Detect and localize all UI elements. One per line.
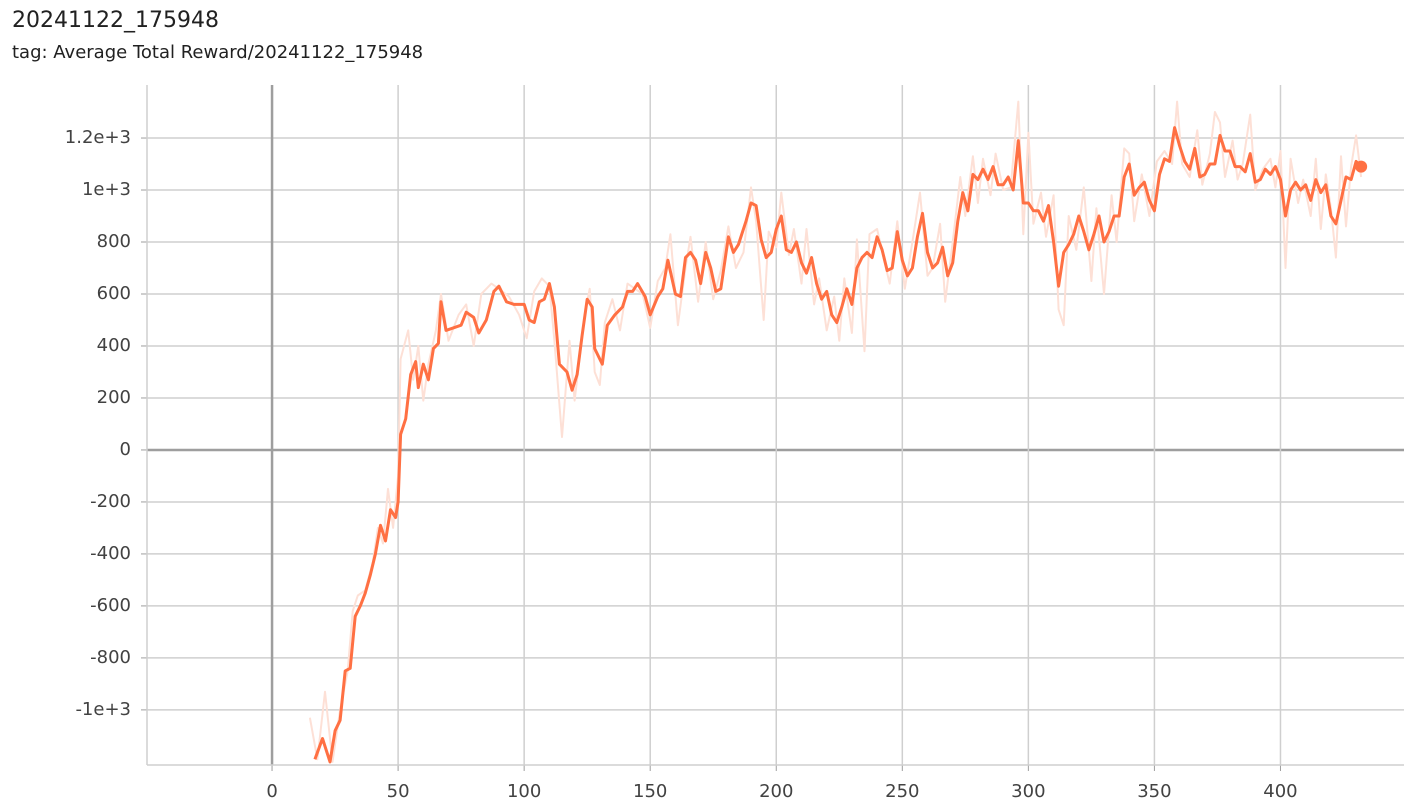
series-line [313,126,1363,764]
y-tick-label: -1e+3 [75,699,131,720]
y-tick-label: 1e+3 [82,179,131,200]
x-tick-label: 150 [633,781,667,802]
y-tick-label: 200 [97,387,131,408]
x-tick-label: 50 [387,781,410,802]
y-tick-label: 0 [120,439,131,460]
y-tick-label: 1.2e+3 [65,127,131,148]
y-tick-label: 800 [97,231,131,252]
chart-title: 20241122_175948 [12,8,219,33]
end-marker [1355,160,1368,173]
x-tick-label: 350 [1137,781,1171,802]
y-tick-label: 400 [97,335,131,356]
y-tick-label: -800 [90,647,131,668]
x-tick-label: 100 [507,781,541,802]
x-tick-label: 0 [266,781,277,802]
x-tick-label: 200 [759,781,793,802]
series-line [308,100,1363,763]
x-tick-label: 300 [1011,781,1045,802]
y-tick-label: -600 [90,595,131,616]
x-tick-label: 400 [1263,781,1297,802]
y-tick-label: -400 [90,543,131,564]
chart-subtitle: tag: Average Total Reward/20241122_17594… [12,42,424,63]
x-tick-label: 250 [885,781,919,802]
y-tick-label: -200 [90,491,131,512]
y-tick-label: 600 [97,283,131,304]
